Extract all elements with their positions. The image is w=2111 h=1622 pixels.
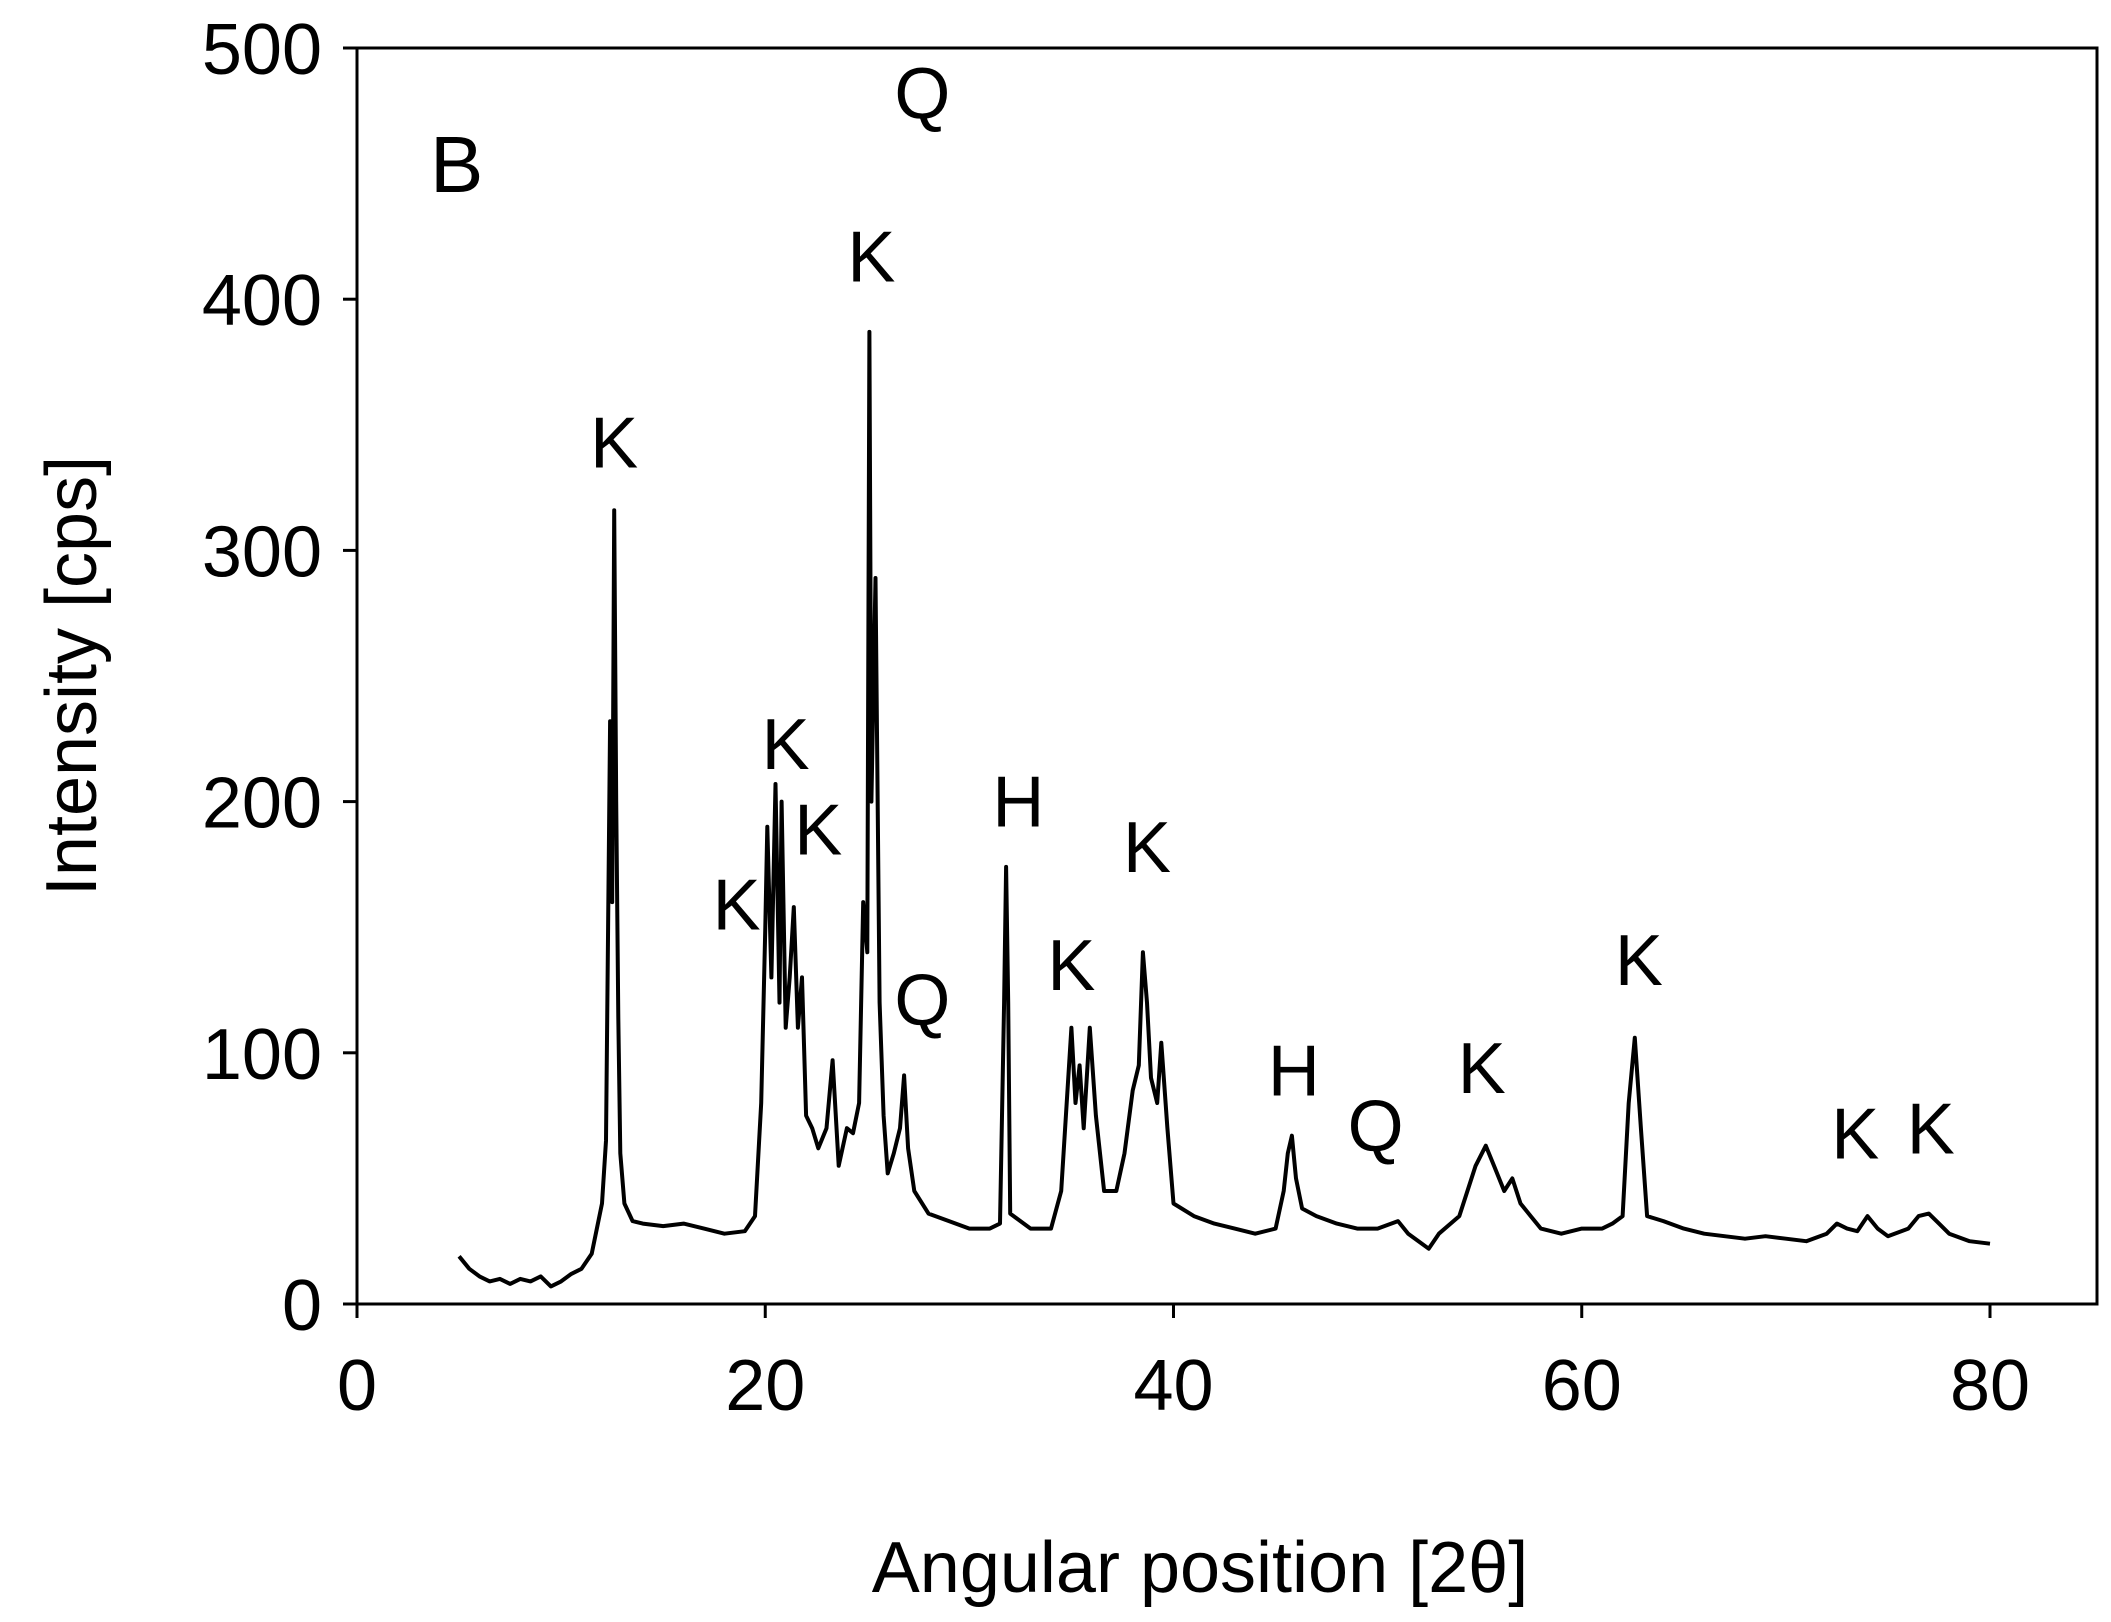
peak-label: K [1831, 1094, 1879, 1174]
peak-label: K [1123, 808, 1171, 888]
peak-label: K [1458, 1029, 1506, 1109]
peak-label: K [762, 705, 810, 785]
plot-frame [355, 46, 2099, 1306]
y-axis-title: Intensity [cps] [32, 456, 112, 896]
panel-label: B [430, 120, 483, 209]
x-tick-label: 20 [725, 1346, 805, 1426]
peak-label: K [1615, 921, 1663, 1001]
peak-label: K [590, 404, 638, 484]
x-tick-label: 40 [1133, 1346, 1213, 1426]
diffraction-pattern-line [457, 329, 1991, 1289]
y-axis-ticks: 0 100 200 300 400 500 [202, 10, 357, 1346]
x-tick-label: 60 [1542, 1346, 1622, 1426]
peak-label: H [992, 763, 1044, 843]
peak-label: Q [894, 54, 950, 134]
peak-label: K [713, 866, 761, 946]
peak-label: K [1907, 1089, 1955, 1169]
peak-label: H [1268, 1032, 1320, 1112]
peak-label: Q [894, 961, 950, 1041]
peak-label: Q [1348, 1087, 1404, 1167]
y-tick-label: 400 [202, 261, 322, 341]
peak-label: K [794, 790, 842, 870]
x-tick-label: 0 [337, 1346, 377, 1426]
y-tick-label: 300 [202, 512, 322, 592]
y-tick-label: 0 [282, 1266, 322, 1346]
peak-label: K [847, 218, 895, 298]
x-axis-title: Angular position [2θ] [872, 1528, 1528, 1608]
x-axis-ticks: 0 20 40 60 80 [337, 1304, 2030, 1426]
y-tick-label: 500 [202, 10, 322, 90]
x-tick-label: 80 [1950, 1346, 2030, 1426]
peak-label: K [1047, 926, 1095, 1006]
y-tick-label: 100 [202, 1015, 322, 1095]
y-tick-label: 200 [202, 764, 322, 844]
